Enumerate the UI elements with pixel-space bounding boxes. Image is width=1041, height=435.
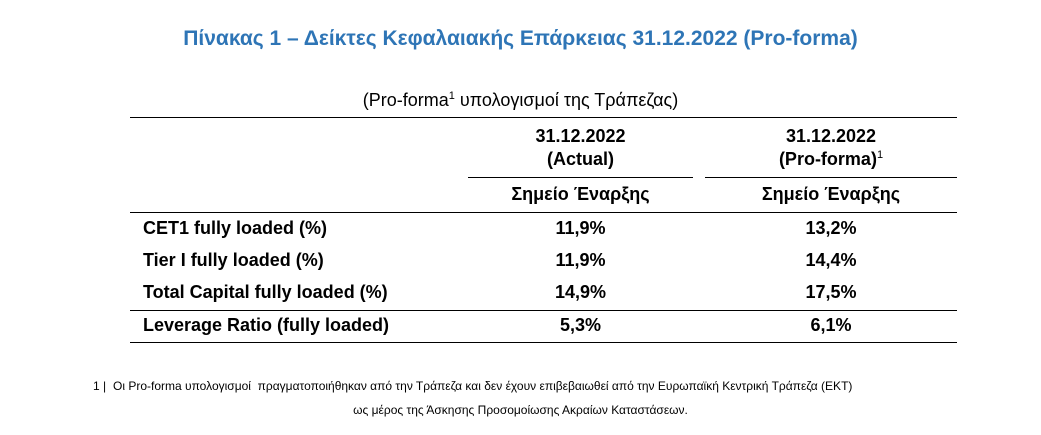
col-basis: Σημείο Έναρξης	[511, 184, 650, 204]
cell: 14,9%	[554, 282, 607, 302]
row-label: Total Capital fully loaded (%)	[143, 282, 388, 302]
footnote-number: 1 |	[93, 379, 107, 393]
row-label: Leverage Ratio (fully loaded)	[143, 315, 390, 335]
cell: 17,5%	[805, 282, 857, 302]
cell: 11,9%	[555, 218, 606, 238]
row-label: CET1 fully loaded (%)	[143, 218, 328, 238]
cell: 11,9%	[555, 250, 606, 270]
cell: 5,3%	[559, 315, 602, 335]
col-date: 31.12.2022	[535, 126, 626, 146]
row-label: Tier I fully loaded (%)	[143, 250, 324, 270]
col-basis: Σημείο Έναρξης	[761, 184, 901, 204]
col-label: (Pro-forma)	[778, 149, 877, 169]
rule	[705, 177, 957, 178]
caption-sup: 1	[448, 90, 455, 102]
rule	[130, 117, 957, 118]
cell: 13,2%	[805, 218, 857, 238]
col-label: (Actual)	[547, 149, 614, 169]
caption-rest: υπολογισμοί της Τράπεζας)	[454, 90, 679, 110]
rule	[130, 310, 957, 311]
col-sup: 1	[876, 149, 884, 161]
rule	[130, 212, 957, 213]
title: Πίνακας 1 – Δείκτες Κεφαλαιακής Επάρκεια…	[183, 27, 858, 50]
rule	[130, 342, 957, 343]
table-caption: (Pro-forma1 υπολογισμοί της Τράπεζας)	[0, 90, 1041, 111]
cell: 14,4%	[805, 250, 857, 270]
caption-text: (Pro-forma	[362, 90, 449, 110]
cell: 6,1%	[810, 315, 852, 335]
footnote-line: Οι Pro-forma υπολογισμοί πραγματοποιήθηκ…	[113, 379, 853, 393]
rule	[468, 177, 693, 178]
footnote-line: ως μέρος της Άσκησης Προσομοίωσης Ακραίω…	[353, 403, 688, 417]
col-label-wrap: (Pro-forma)1	[705, 149, 957, 170]
col-date: 31.12.2022	[785, 126, 877, 146]
